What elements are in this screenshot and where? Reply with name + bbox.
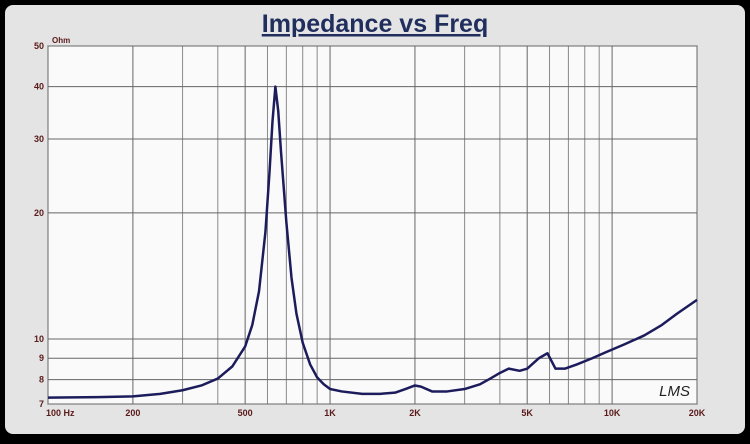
y-tick-label: 20 xyxy=(34,208,44,218)
y-tick-label: 8 xyxy=(39,375,44,385)
x-tick-label: 2K xyxy=(409,408,421,418)
x-tick-label: 20K xyxy=(689,408,706,418)
y-tick-label: 9 xyxy=(39,353,44,363)
x-tick-label: 200 xyxy=(125,408,140,418)
x-tick-label: 10K xyxy=(604,408,621,418)
x-tick-label: 100 Hz xyxy=(46,408,75,418)
y-tick-label: 10 xyxy=(34,334,44,344)
x-tick-label: 500 xyxy=(238,408,253,418)
x-tick-label: 1K xyxy=(324,408,336,418)
y-unit-label: Ohm xyxy=(52,36,70,45)
y-tick-label: 7 xyxy=(39,399,44,409)
y-tick-label: 50 xyxy=(34,41,44,51)
x-tick-label: 5K xyxy=(521,408,533,418)
impedance-line xyxy=(47,85,698,399)
y-tick-label: 40 xyxy=(34,82,44,92)
y-tick-label: 30 xyxy=(34,134,44,144)
watermark: LMS xyxy=(659,383,690,400)
chart-title: Impedance vs Freq xyxy=(262,10,488,38)
